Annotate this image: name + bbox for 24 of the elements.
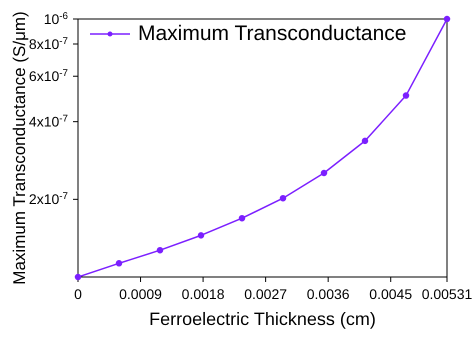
x-tick-label: 0.0018 — [182, 286, 225, 302]
y-tick-label: 4x10$^{-7}$ — [28, 113, 68, 130]
point — [198, 232, 204, 239]
y-tick-label: 2x10$^{-7}$ — [28, 190, 68, 208]
point — [280, 194, 286, 202]
point — [444, 16, 450, 22]
x-tick-label: 0.0036 — [306, 286, 350, 302]
x-axis-title: Ferroelectric Thickness (cm) — [149, 309, 376, 329]
point — [402, 92, 410, 99]
point — [238, 214, 246, 222]
y-tick-label: 10$^{-6}$ — [44, 10, 69, 27]
point — [362, 138, 368, 144]
legend-label: Maximum Transconductance — [138, 22, 406, 46]
y-tick-label: 8x10$^{-7}$ — [28, 35, 68, 52]
point — [320, 170, 328, 176]
x-tick-label: 0.0027 — [244, 286, 288, 302]
point — [156, 246, 164, 254]
x-tick-label: 0.0009 — [119, 286, 162, 302]
point — [116, 260, 122, 267]
y-axis-title: Maximum Transconductance (S/μm) — [10, 11, 30, 285]
y-tick-label: 6x10$^{-7}$ — [28, 68, 68, 84]
x-tick-label: 0.00531 — [422, 286, 473, 302]
x-tick-label: 0.0045 — [369, 286, 412, 302]
x-tick-label: 0 — [74, 286, 82, 302]
